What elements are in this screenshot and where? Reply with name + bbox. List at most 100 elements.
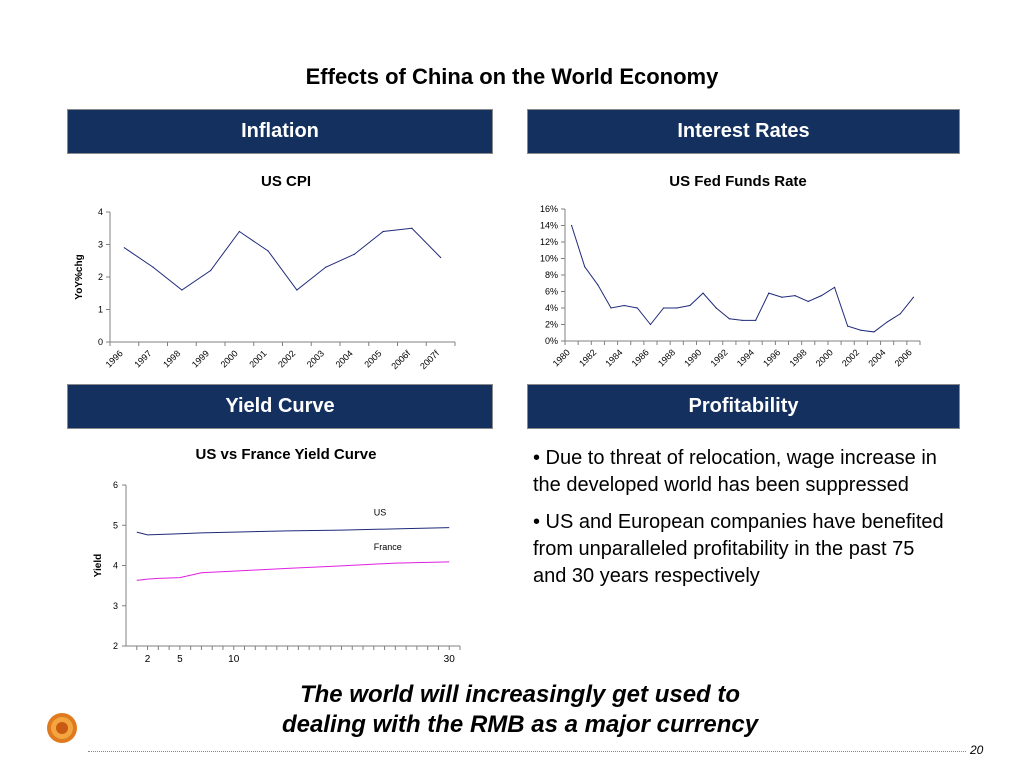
y-axis-label: YoY%chg <box>74 254 85 299</box>
x-tick-label: 2006 <box>893 347 914 368</box>
data-point <box>702 292 704 294</box>
fed-funds-chart: 0%2%4%6%8%10%12%14%16%1980 1982 1984 1986 19… <box>540 204 921 369</box>
series-label-france: France <box>374 542 402 552</box>
banner-interest-rates: Interest Rates <box>527 109 960 154</box>
y-axis-label: Yield <box>93 554 104 578</box>
bullet-profitability: • US and European companies have benefit… <box>533 511 944 587</box>
data-point <box>411 227 413 229</box>
data-point <box>623 304 625 307</box>
data-point <box>873 331 875 333</box>
x-tick-label: 1996 <box>104 348 125 369</box>
x-tick-label: 1996 <box>761 347 782 368</box>
banner-inflation: Inflation <box>67 109 493 154</box>
data-point <box>267 250 269 252</box>
data-point <box>152 266 154 268</box>
x-tick-label: 2001 <box>247 348 268 369</box>
y-tick-label: 0 <box>98 337 103 347</box>
x-tick-label: 30 <box>444 654 456 665</box>
x-tick-label: 1992 <box>709 347 730 368</box>
x-tick-label: 2002 <box>840 347 861 368</box>
x-tick-label: 1999 <box>190 348 211 369</box>
data-point <box>820 295 822 297</box>
banner-yield-curve: Yield Curve <box>67 384 493 429</box>
x-tick-label: 1982 <box>577 347 598 368</box>
y-tick-label: 6% <box>545 287 558 297</box>
series-line <box>571 225 914 333</box>
data-point <box>912 296 915 298</box>
x-tick-label: 2000 <box>814 347 835 368</box>
x-tick-label: 1984 <box>603 347 624 368</box>
data-point <box>676 307 678 309</box>
footer-line-1: The world will increasingly get used to <box>299 681 741 708</box>
data-point <box>353 253 355 255</box>
x-tick-label: 1988 <box>656 347 677 368</box>
banner-yield-curve-label: Yield Curve <box>225 395 335 417</box>
data-point <box>181 289 183 291</box>
data-point <box>325 266 327 268</box>
y-tick-label: 10% <box>540 254 558 264</box>
x-tick-label: 1994 <box>735 347 756 368</box>
x-tick-label: 2006f <box>389 348 412 371</box>
data-point <box>755 319 757 321</box>
emblem-logo <box>47 713 77 743</box>
yield-chart-title: US vs France Yield Curve <box>195 446 377 463</box>
data-point <box>238 230 240 233</box>
y-tick-label: 8% <box>545 270 558 280</box>
x-tick-label: 1998 <box>787 347 808 368</box>
data-point <box>807 300 809 302</box>
data-point <box>899 313 901 315</box>
data-point <box>636 307 638 309</box>
data-point <box>382 230 384 233</box>
x-tick-label: 2002 <box>276 348 297 369</box>
data-point <box>886 321 888 323</box>
data-point <box>728 318 730 320</box>
bullet-wage-suppression: • Due to threat of relocation, wage incr… <box>533 447 937 496</box>
y-tick-label: 2 <box>98 272 103 282</box>
y-tick-label: 2% <box>545 320 558 330</box>
x-tick-label: 2005 <box>362 348 383 369</box>
x-tick-label: 1986 <box>630 347 651 368</box>
cpi-chart: 0 1 2 3 4 1996 1997 1998 1999 2000 2001 2002 2003 200… <box>74 207 456 371</box>
series-label-us: US <box>374 508 387 518</box>
data-point <box>610 307 612 309</box>
profitability-bullets: • Due to threat of relocation, wage incr… <box>533 445 953 600</box>
y-tick-label: 14% <box>540 221 558 231</box>
fed-chart-title: US Fed Funds Rate <box>669 173 807 190</box>
y-tick-label: 4 <box>113 561 118 571</box>
data-point <box>768 292 770 294</box>
x-tick-label: 1998 <box>161 348 182 369</box>
slide-title: Effects of China on the World Economy <box>305 64 719 89</box>
x-tick-label: 2007f <box>418 348 441 371</box>
data-point <box>663 307 665 309</box>
data-point <box>689 304 691 307</box>
data-point <box>597 284 599 286</box>
y-tick-label: 1 <box>98 305 103 315</box>
banner-profitability-label: Profitability <box>688 395 799 417</box>
data-point <box>440 256 442 259</box>
y-tick-label: 12% <box>540 237 558 247</box>
data-point <box>296 289 298 291</box>
x-tick-label: 2003 <box>305 348 326 369</box>
footer-message: The world will increasingly get used to … <box>0 680 1024 740</box>
y-tick-label: 3 <box>98 240 103 250</box>
x-tick-label: 1980 <box>551 347 572 368</box>
y-tick-label: 5 <box>113 520 118 530</box>
data-point <box>584 266 586 268</box>
banner-inflation-label: Inflation <box>241 120 319 142</box>
banner-interest-rates-label: Interest Rates <box>677 120 810 142</box>
y-tick-label: 6 <box>113 480 118 490</box>
yield-curve-chart: 2 3 4 5 6 2 5 10 30 Yield US France <box>93 480 461 665</box>
data-point <box>210 269 212 272</box>
y-tick-label: 4% <box>545 303 558 313</box>
data-point <box>833 286 836 288</box>
x-tick-label: 1990 <box>682 347 703 368</box>
y-tick-label: 16% <box>540 204 558 214</box>
footer-line-2: dealing with the RMB as a major currency <box>281 711 759 738</box>
x-tick-label: 10 <box>228 654 240 665</box>
cpi-chart-title: US CPI <box>260 173 311 190</box>
x-tick-label: 1997 <box>132 348 153 369</box>
series-line-france <box>136 561 450 581</box>
data-point <box>794 295 796 297</box>
series-line <box>124 227 441 291</box>
x-tick-label: 2 <box>145 654 151 665</box>
